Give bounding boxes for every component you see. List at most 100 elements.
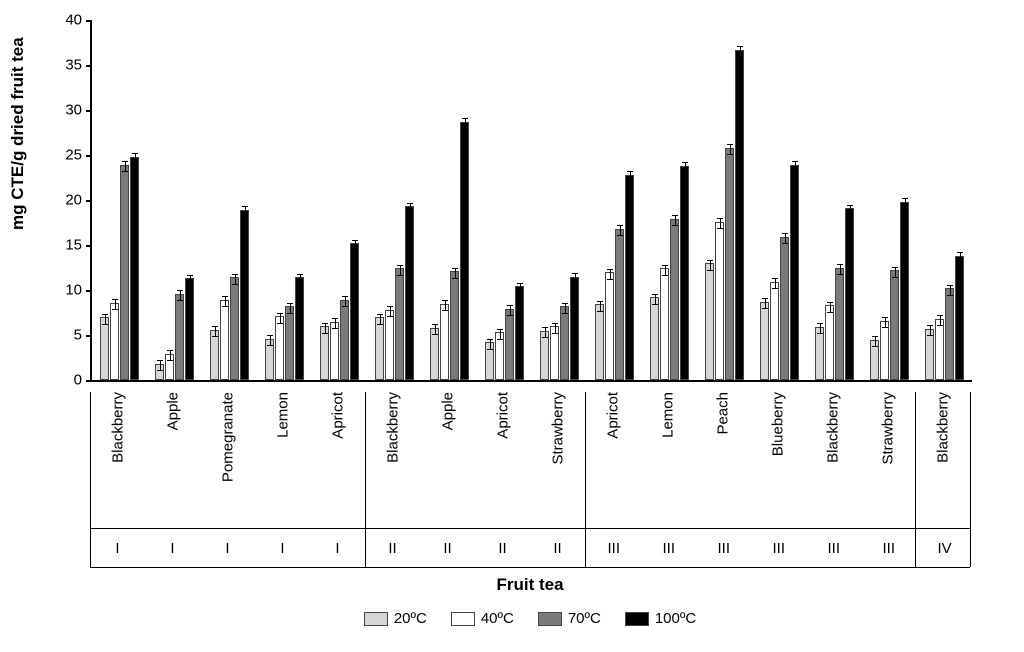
- error-bar: [542, 327, 548, 338]
- bar: [495, 332, 504, 380]
- error-bar: [672, 215, 678, 226]
- error-bar: [377, 314, 383, 325]
- x-axis-label: Fruit tea: [90, 575, 970, 595]
- x-category-label: Blackberry: [388, 392, 398, 542]
- bar: [275, 316, 284, 380]
- bar: [185, 278, 194, 380]
- bar: [615, 229, 624, 380]
- bar: [735, 50, 744, 380]
- bar: [680, 166, 689, 380]
- bar: [515, 286, 524, 380]
- error-bar: [397, 265, 403, 276]
- error-bar: [517, 283, 523, 294]
- bar: [570, 277, 579, 381]
- bar: [955, 256, 964, 380]
- brand-separator: [970, 392, 971, 567]
- x-category-label: Strawberry: [553, 392, 563, 542]
- legend-item: 20ºC: [364, 610, 427, 627]
- error-bar: [497, 329, 503, 340]
- bar: [780, 237, 789, 380]
- label-box-bottom: [90, 567, 970, 568]
- error-bar: [837, 264, 843, 275]
- error-bar: [737, 46, 743, 57]
- x-category-label: Apricot: [498, 392, 508, 542]
- brand-label: III: [883, 540, 893, 557]
- x-category-label: Apricot: [333, 392, 343, 542]
- brand-label: I: [113, 540, 123, 557]
- brand-label: II: [498, 540, 508, 557]
- x-category-label: Lemon: [663, 392, 673, 542]
- x-category-label: Lemon: [278, 392, 288, 542]
- error-bar: [562, 303, 568, 314]
- error-bar: [157, 360, 163, 371]
- x-category-labels: BlackberryApplePomegranateLemonApricotBl…: [90, 392, 970, 542]
- error-bar: [627, 171, 633, 182]
- bar: [890, 270, 899, 380]
- bar-chart: mg CTE/g dried fruit tea 051015202530354…: [0, 0, 1024, 652]
- error-bar: [297, 274, 303, 285]
- error-bar: [652, 294, 658, 305]
- error-bar: [407, 203, 413, 214]
- bar: [295, 277, 304, 380]
- legend-swatch: [364, 612, 388, 626]
- bar: [790, 165, 799, 380]
- x-category-label: Pomegranate: [223, 392, 233, 542]
- error-bar: [817, 323, 823, 334]
- error-bar: [727, 144, 733, 155]
- bar: [880, 321, 889, 380]
- error-bar: [792, 161, 798, 172]
- error-bar: [507, 305, 513, 316]
- x-category-label: Apple: [168, 392, 178, 542]
- brand-separator: [585, 392, 586, 567]
- error-bar: [387, 306, 393, 317]
- error-bar: [872, 336, 878, 347]
- x-category-label: Apple: [443, 392, 453, 542]
- bar-group: [265, 277, 304, 380]
- bar: [175, 294, 184, 380]
- bar: [385, 310, 394, 380]
- brand-separator: [90, 392, 91, 567]
- brand-label: II: [388, 540, 398, 557]
- error-bar: [782, 233, 788, 244]
- error-bar: [717, 218, 723, 229]
- bar: [375, 317, 384, 380]
- bar: [450, 271, 459, 380]
- bar-group: [760, 165, 799, 380]
- y-tick-label: 25: [65, 147, 92, 164]
- legend-item: 40ºC: [451, 610, 514, 627]
- brand-label: III: [828, 540, 838, 557]
- y-tick-label: 40: [65, 12, 92, 29]
- brand-label: I: [333, 540, 343, 557]
- error-bar: [957, 252, 963, 263]
- bar: [705, 263, 714, 380]
- bar-group: [650, 166, 689, 380]
- bar: [440, 304, 449, 381]
- error-bar: [322, 323, 328, 334]
- bar: [945, 288, 954, 380]
- bar-group: [595, 175, 634, 380]
- brand-label: III: [608, 540, 618, 557]
- brand-label: III: [773, 540, 783, 557]
- bars-container: [92, 20, 972, 380]
- bar: [505, 309, 514, 380]
- error-bar: [212, 326, 218, 337]
- bar-group: [375, 206, 414, 380]
- bar-group: [320, 243, 359, 380]
- bar-group: [430, 122, 469, 380]
- error-bar: [892, 267, 898, 278]
- bar-group: [925, 256, 964, 380]
- y-tick-label: 5: [74, 327, 92, 344]
- bar-group: [155, 278, 194, 380]
- bar: [210, 330, 219, 380]
- error-bar: [947, 285, 953, 296]
- error-bar: [232, 274, 238, 285]
- bar: [430, 328, 439, 380]
- x-category-label: Peach: [718, 392, 728, 542]
- brand-separator: [915, 392, 916, 567]
- y-tick-label: 0: [74, 372, 92, 389]
- bar: [110, 303, 119, 380]
- bar: [900, 202, 909, 380]
- bar: [485, 342, 494, 380]
- bar: [605, 272, 614, 380]
- bar: [155, 364, 164, 380]
